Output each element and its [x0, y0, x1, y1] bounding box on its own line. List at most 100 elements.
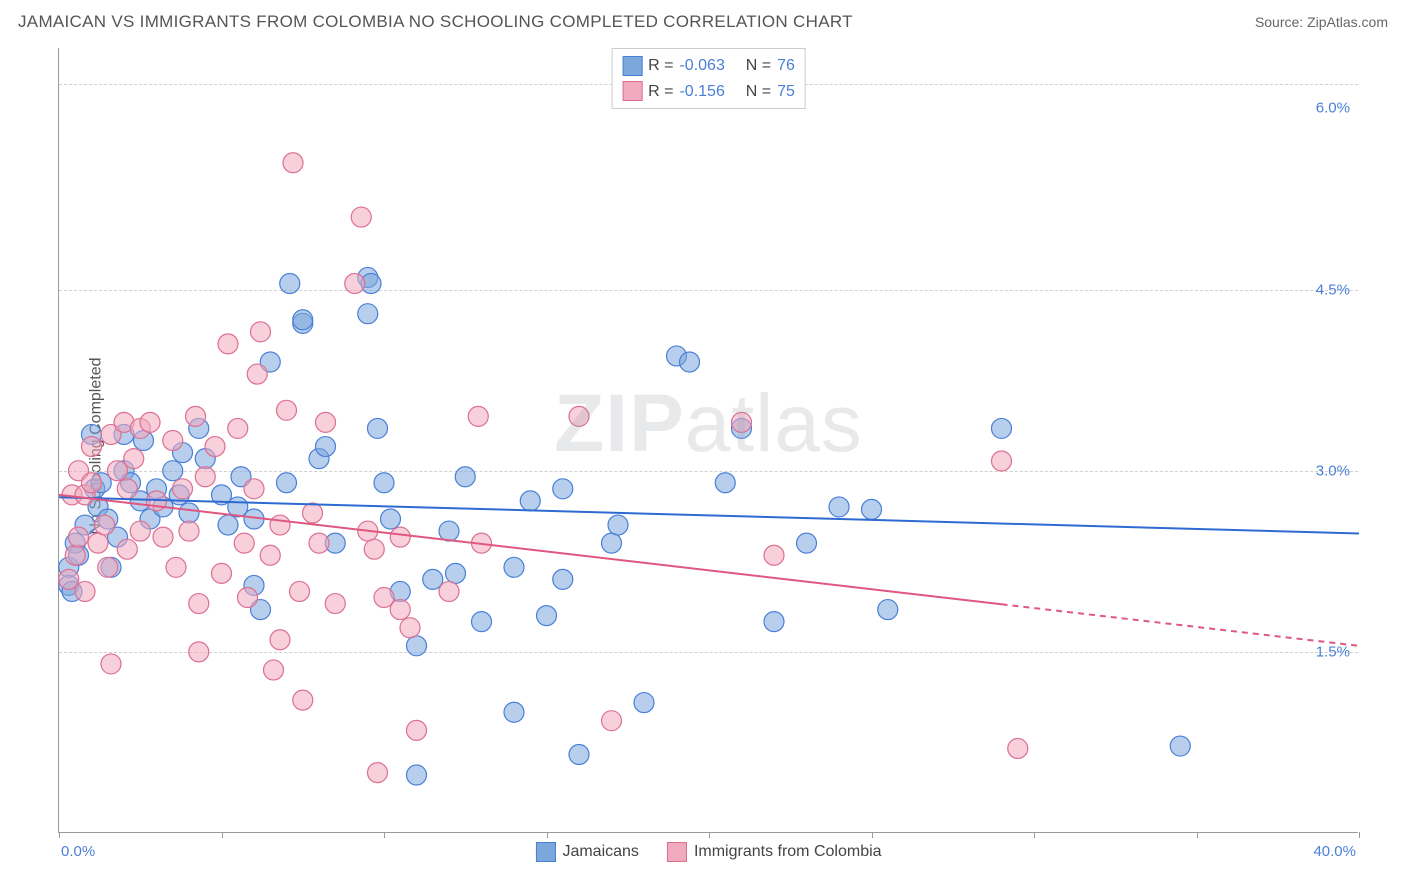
- chart-plot-area: ZIPatlas 1.5%3.0%4.5%6.0% 0.0% 40.0% R =…: [58, 48, 1358, 833]
- source-credit: Source: ZipAtlas.com: [1255, 14, 1388, 30]
- data-point: [290, 581, 310, 601]
- data-point: [270, 515, 290, 535]
- data-point: [715, 473, 735, 493]
- data-point: [163, 461, 183, 481]
- data-point: [569, 406, 589, 426]
- data-point: [439, 521, 459, 541]
- data-point: [407, 636, 427, 656]
- x-axis-min-label: 0.0%: [61, 843, 95, 860]
- data-point: [358, 304, 378, 324]
- data-point: [439, 581, 459, 601]
- data-point: [244, 479, 264, 499]
- data-point: [117, 539, 137, 559]
- data-point: [553, 569, 573, 589]
- data-point: [1170, 736, 1190, 756]
- data-point: [1008, 738, 1028, 758]
- data-point: [260, 545, 280, 565]
- x-tick: [222, 832, 223, 838]
- x-tick: [1034, 832, 1035, 838]
- data-point: [82, 473, 102, 493]
- data-point: [504, 557, 524, 577]
- data-point: [862, 499, 882, 519]
- data-point: [992, 451, 1012, 471]
- data-point: [374, 473, 394, 493]
- x-tick: [1197, 832, 1198, 838]
- data-point: [797, 533, 817, 553]
- data-point: [293, 690, 313, 710]
- data-point: [520, 491, 540, 511]
- data-point: [130, 521, 150, 541]
- data-point: [316, 437, 336, 457]
- legend-swatch-jamaicans: [535, 842, 555, 862]
- r-value-0: -0.063: [679, 53, 724, 79]
- data-point: [764, 545, 784, 565]
- data-point: [732, 412, 752, 432]
- legend-label-0: Jamaicans: [562, 843, 638, 861]
- data-point: [75, 581, 95, 601]
- x-tick: [709, 832, 710, 838]
- data-point: [381, 509, 401, 529]
- series-legend: Jamaicans Immigrants from Colombia: [535, 842, 881, 862]
- data-point: [455, 467, 475, 487]
- data-point: [368, 763, 388, 783]
- data-point: [829, 497, 849, 517]
- data-point: [277, 400, 297, 420]
- data-point: [283, 153, 303, 173]
- data-point: [117, 479, 137, 499]
- data-point: [98, 557, 118, 577]
- data-point: [65, 545, 85, 565]
- data-point: [634, 693, 654, 713]
- trend-line-extrapolated: [1002, 604, 1360, 646]
- data-point: [878, 600, 898, 620]
- data-point: [186, 406, 206, 426]
- data-point: [504, 702, 524, 722]
- data-point: [472, 612, 492, 632]
- data-point: [218, 515, 238, 535]
- data-point: [325, 594, 345, 614]
- x-tick: [547, 832, 548, 838]
- data-point: [189, 642, 209, 662]
- x-tick: [59, 832, 60, 838]
- legend-label-1: Immigrants from Colombia: [694, 843, 882, 861]
- data-point: [345, 274, 365, 294]
- data-point: [390, 600, 410, 620]
- data-point: [680, 352, 700, 372]
- data-point: [212, 563, 232, 583]
- data-point: [351, 207, 371, 227]
- data-point: [364, 539, 384, 559]
- data-point: [166, 557, 186, 577]
- data-point: [602, 533, 622, 553]
- data-point: [247, 364, 267, 384]
- data-point: [88, 533, 108, 553]
- data-point: [569, 745, 589, 765]
- data-point: [309, 533, 329, 553]
- data-point: [69, 527, 89, 547]
- correlation-legend: R = -0.063 N = 76 R = -0.156 N = 75: [611, 48, 806, 109]
- data-point: [303, 503, 323, 523]
- data-point: [553, 479, 573, 499]
- data-point: [277, 473, 297, 493]
- data-point: [238, 588, 258, 608]
- data-point: [179, 503, 199, 523]
- data-point: [205, 437, 225, 457]
- r-value-1: -0.156: [679, 79, 724, 105]
- data-point: [764, 612, 784, 632]
- legend-swatch-1: [622, 81, 642, 101]
- data-point: [400, 618, 420, 638]
- n-value-1: 75: [777, 79, 795, 105]
- data-point: [195, 467, 215, 487]
- data-point: [179, 521, 199, 541]
- legend-swatch-0: [622, 56, 642, 76]
- chart-title: JAMAICAN VS IMMIGRANTS FROM COLOMBIA NO …: [18, 12, 853, 32]
- data-point: [407, 765, 427, 785]
- data-point: [446, 563, 466, 583]
- data-point: [992, 418, 1012, 438]
- data-point: [537, 606, 557, 626]
- data-point: [218, 334, 238, 354]
- n-value-0: 76: [777, 53, 795, 79]
- data-point: [101, 654, 121, 674]
- x-tick: [1359, 832, 1360, 838]
- scatter-svg: [59, 48, 1358, 832]
- data-point: [280, 274, 300, 294]
- x-tick: [384, 832, 385, 838]
